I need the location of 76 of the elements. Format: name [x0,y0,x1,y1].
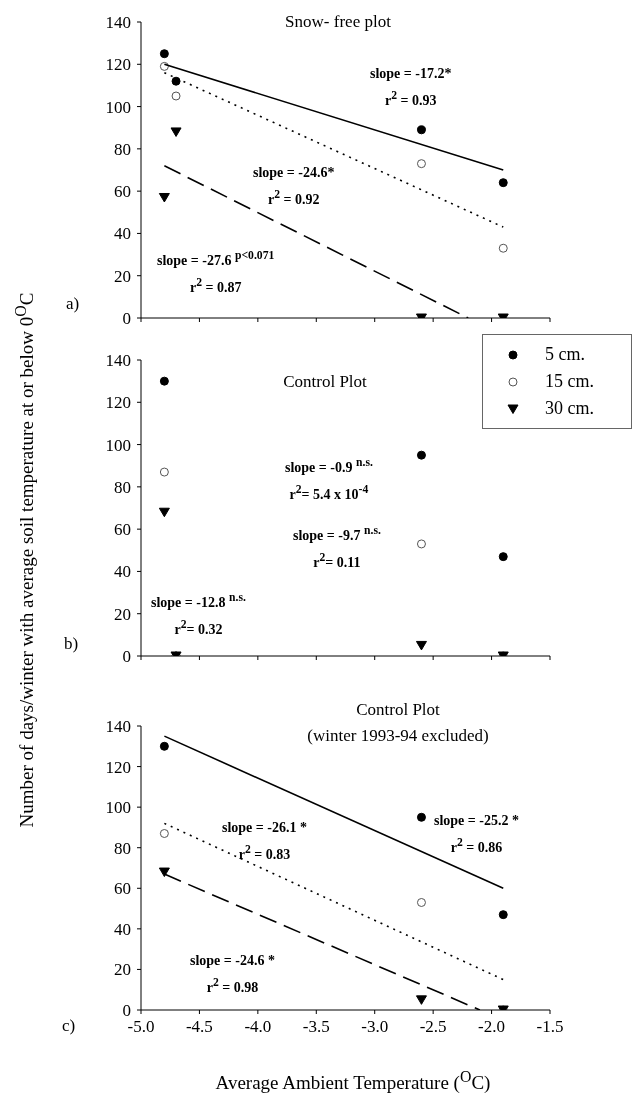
point [159,376,169,386]
y-tick-label: 100 [105,435,131,455]
text: slope = -12.8 $^{n.s.}$ r$^{2}$= 0.32 [151,591,246,637]
point [159,61,169,71]
legend-label: 5 cm. [545,344,585,365]
annotation: slope = -17.2* r$^{2}$ = 0.93 [370,65,452,110]
text: Control Plot [283,372,367,392]
y-tick-label: 60 [114,182,131,202]
annotation: slope = -24.6 * r$^{2}$ = 0.98 [190,952,275,997]
y-tick-label: 60 [114,879,131,899]
point [170,127,182,137]
x-tick-label: -2.5 [419,1017,447,1036]
y-tick-label: 100 [105,97,131,117]
y-tick-label: 0 [122,647,131,666]
annotation: slope = -25.2 * r$^{2}$ = 0.86 [434,812,519,857]
chart-title: Snow- free plot [285,12,391,32]
y-tick-label: 0 [122,1001,131,1020]
point [416,125,426,135]
point [159,49,169,59]
point [498,243,508,253]
y-tick-label: 120 [105,55,131,75]
point [415,640,427,651]
point [158,192,170,203]
point [171,76,181,86]
y-tick-label: 0 [122,309,131,328]
point [158,867,170,878]
x-tick-label: -4.5 [185,1017,213,1036]
x-axis-title: Average Ambient Temperature ($^{O}$C) [215,1068,491,1095]
text: c) [62,1015,76,1037]
x-tick-label: -1.5 [536,1017,564,1036]
chart-subtitle: (winter 1993-94 excluded) [307,726,489,746]
y-tick-label: 120 [105,393,131,413]
point [416,539,426,549]
point [498,910,508,920]
point [416,897,426,907]
y-tick-label: 40 [114,919,131,939]
x-tick-label: -2.0 [478,1017,506,1036]
point [416,812,426,822]
y-tick-label: 20 [114,960,131,980]
text: slope = -27.6 $^{p<0.071}$ r$^{2}$ = 0.87 [157,249,275,295]
y-tick-label: 20 [114,604,131,624]
y-tick-label: 140 [105,717,131,736]
text: a) [66,293,80,315]
y-tick-label: 80 [114,838,131,858]
chart-title: Control Plot [356,700,440,720]
y-tick-label: 80 [114,139,131,159]
legend-label: 30 cm. [545,398,594,419]
point [415,995,427,1005]
text: slope = -9.7 $^{n.s.}$ r$^{2}$= 0.11 [293,524,381,570]
point [159,829,169,839]
point [498,178,508,188]
y-tick-label: 40 [114,224,131,244]
point [158,507,170,518]
x-tick-label: -5.0 [127,1017,155,1036]
y-tick-label: 120 [105,757,131,777]
annotation: slope = -24.6* r$^{2}$ = 0.92 [253,164,335,209]
y-tick-label: 60 [114,520,131,540]
y-tick-label: 20 [114,266,131,286]
text: slope = -0.9 $^{n.s.}$ r$^{2}$= 5.4 x 10$^{-4}$ [285,456,373,502]
point [159,741,169,751]
x-tick-label: -3.5 [302,1017,330,1036]
y-tick-label: 140 [105,13,131,32]
x-tick-label: -3.0 [361,1017,389,1036]
point [498,552,508,562]
point [416,450,426,460]
y-tick-label: 80 [114,477,131,497]
y-tick-label: 40 [114,562,131,582]
annotation: slope = -26.1 * r$^{2}$ = 0.83 [222,819,307,864]
point [171,91,181,101]
point [159,467,169,477]
point [416,159,426,169]
legend-label: 15 cm. [545,371,594,392]
y-tick-label: 100 [105,798,131,818]
text: b) [64,633,79,655]
y-tick-label: 140 [105,351,131,370]
x-tick-label: -4.0 [244,1017,272,1036]
